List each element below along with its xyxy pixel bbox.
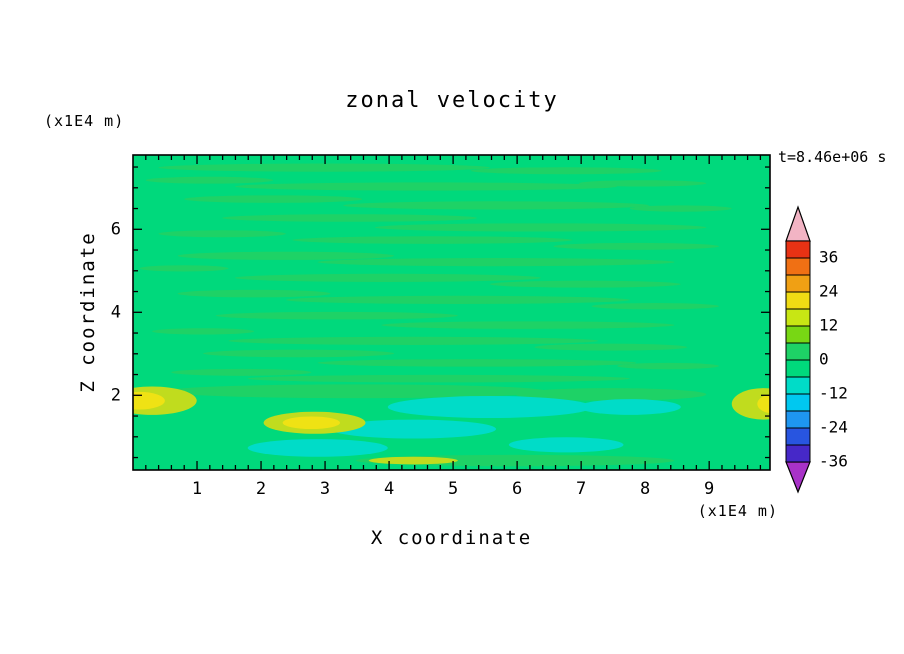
contour-blob-g2 <box>470 167 662 175</box>
contour-blob-g2 <box>375 223 707 232</box>
contour-blob-g2 <box>203 349 395 358</box>
contour-blob-g2 <box>222 214 477 222</box>
contour-blob-g2 <box>489 280 681 288</box>
chart-title: zonal velocity <box>345 88 559 113</box>
contour-blob-g2 <box>152 328 255 335</box>
colorbar-segment <box>785 274 811 293</box>
y-tick-label: 2 <box>111 385 121 405</box>
x-axis-title: X coordinate <box>370 527 533 549</box>
x-tick-label: 1 <box>192 479 202 499</box>
colorbar-segment <box>785 427 811 446</box>
colorbar-segment <box>785 410 811 429</box>
contour-blob-g2 <box>183 195 363 203</box>
contour-blob-g2 <box>591 303 720 310</box>
contour-blob-cyan <box>330 419 497 439</box>
contour-blob-yellow <box>282 416 341 430</box>
contour-blob-g2 <box>381 321 675 329</box>
colorbar-segment <box>785 359 811 378</box>
contour-blob-g2 <box>139 265 229 272</box>
contour-blob-ygreen <box>731 388 770 420</box>
colorbar-segment <box>785 240 811 259</box>
x-tick-label: 3 <box>320 479 330 499</box>
x-tick-label: 2 <box>256 479 266 499</box>
contour-blob-g2 <box>578 180 707 187</box>
y-tick-label: 4 <box>111 302 121 322</box>
colorbar-segment <box>785 393 811 412</box>
field-contours <box>133 163 770 467</box>
colorbar-label: -12 <box>819 384 848 403</box>
contour-blob-g2 <box>234 182 618 191</box>
colorbar-label: -24 <box>819 418 848 437</box>
x-tick-label: 5 <box>448 479 458 499</box>
x-tick-label: 9 <box>704 479 714 499</box>
contour-blob-g2 <box>317 359 637 367</box>
colorbar-segment <box>785 376 811 395</box>
x-tick-label: 4 <box>384 479 394 499</box>
contour-blob-g2 <box>171 368 312 376</box>
colorbar-segment <box>785 342 811 361</box>
colorbar-segment <box>785 257 811 276</box>
y-tick-label: 6 <box>111 219 121 239</box>
contour-blob-g2 <box>177 289 331 298</box>
contour-blob-g2 <box>234 273 541 282</box>
colorbar-arrow-bottom <box>785 461 811 494</box>
colorbar-segment <box>785 291 811 310</box>
colorbar-segment <box>785 325 811 344</box>
contour-blob-g2 <box>292 236 573 244</box>
colorbar-label: 0 <box>819 350 829 369</box>
contour-blob-ygreen <box>368 456 458 465</box>
contour-blob-cyan <box>508 437 624 453</box>
contour-blob-g2 <box>617 362 720 370</box>
colorbar-label: 36 <box>819 248 838 267</box>
contour-blob-g2 <box>164 384 548 399</box>
contour-blob-g2 <box>177 251 395 260</box>
colorbar-label: 24 <box>819 282 838 301</box>
contour-blob-g2 <box>158 163 490 172</box>
contour-blob-g2 <box>629 205 732 212</box>
contour-blob-g2 <box>553 242 720 250</box>
x-tick-label: 6 <box>512 479 522 499</box>
contour-blob-g2 <box>247 374 630 383</box>
contour-blob-g2 <box>145 176 274 184</box>
contour-blob-g2 <box>534 343 688 351</box>
contour-blob-g2 <box>215 311 458 320</box>
axis-ticks <box>133 155 770 470</box>
colorbar-segment <box>785 444 811 463</box>
contour-blob-cyan <box>387 395 592 419</box>
colorbar-label: -36 <box>819 452 848 471</box>
colorbar-arrow-top <box>785 205 811 242</box>
timestamp-label: t=8.46e+06 s <box>778 148 887 166</box>
contour-blob-cyan <box>247 439 388 457</box>
contour-blob-g2 <box>158 230 286 238</box>
colorbar-segment <box>785 308 811 327</box>
contour-blob-g2 <box>343 201 649 210</box>
contour-blob-g2 <box>228 336 599 345</box>
contour-blob-yellow <box>133 391 165 410</box>
contour-blob-g2 <box>515 388 707 401</box>
x-axis-unit-label: (x1E4 m) <box>697 502 778 520</box>
contour-blob-g2 <box>285 295 630 304</box>
contour-blob-cyan <box>578 399 681 415</box>
colorbar-label: 12 <box>819 316 838 335</box>
x-tick-label: 8 <box>640 479 650 499</box>
x-tick-label: 7 <box>576 479 586 499</box>
contour-blob-g2 <box>317 258 675 267</box>
contour-blob-yellow <box>757 394 770 414</box>
y-axis-unit-label: (x1E4 m) <box>44 112 125 130</box>
